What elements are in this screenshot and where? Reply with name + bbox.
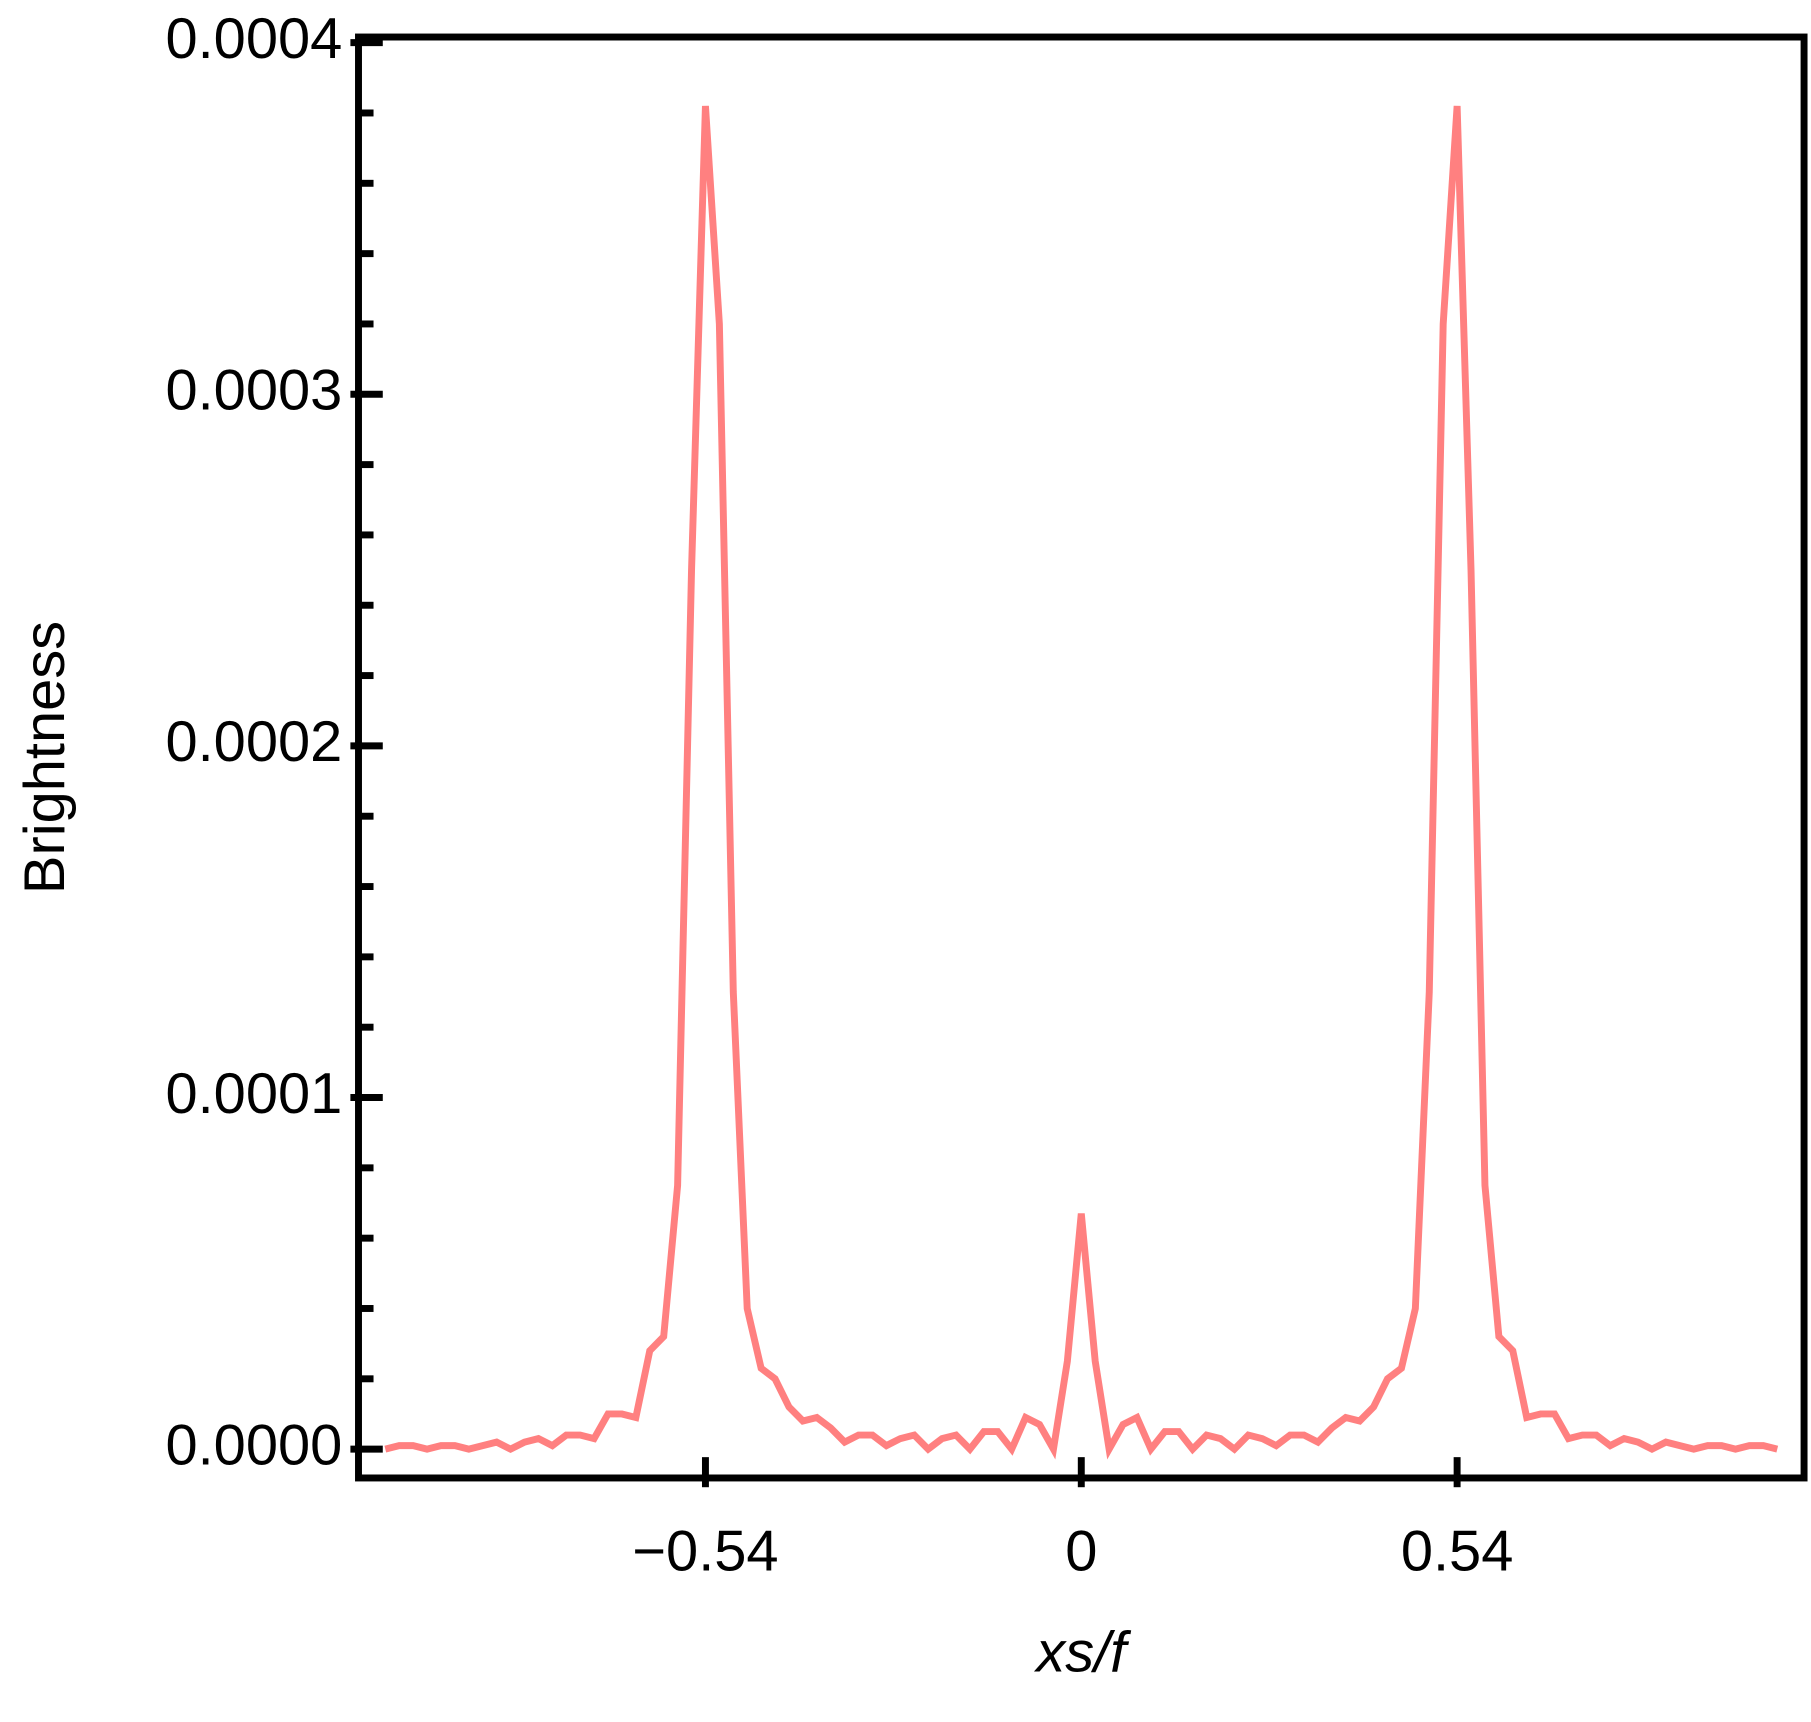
- y-tick-label: 0.0004: [165, 7, 342, 71]
- y-tick-label: 0.0003: [165, 359, 342, 423]
- x-tick-label: 0.54: [1401, 1520, 1514, 1584]
- x-tick-label: −0.54: [632, 1520, 778, 1584]
- y-tick-label: 0.0002: [165, 710, 342, 774]
- plot-frame: [355, 33, 1808, 1482]
- y-tick-label: 0.0000: [165, 1413, 342, 1477]
- data-line: [384, 105, 1779, 1460]
- x-axis-label: xs/f: [1033, 1620, 1132, 1684]
- y-axis-label: Brightness: [13, 621, 77, 894]
- x-tick-label: 0: [1065, 1520, 1097, 1584]
- y-tick-label: 0.0001: [165, 1062, 342, 1126]
